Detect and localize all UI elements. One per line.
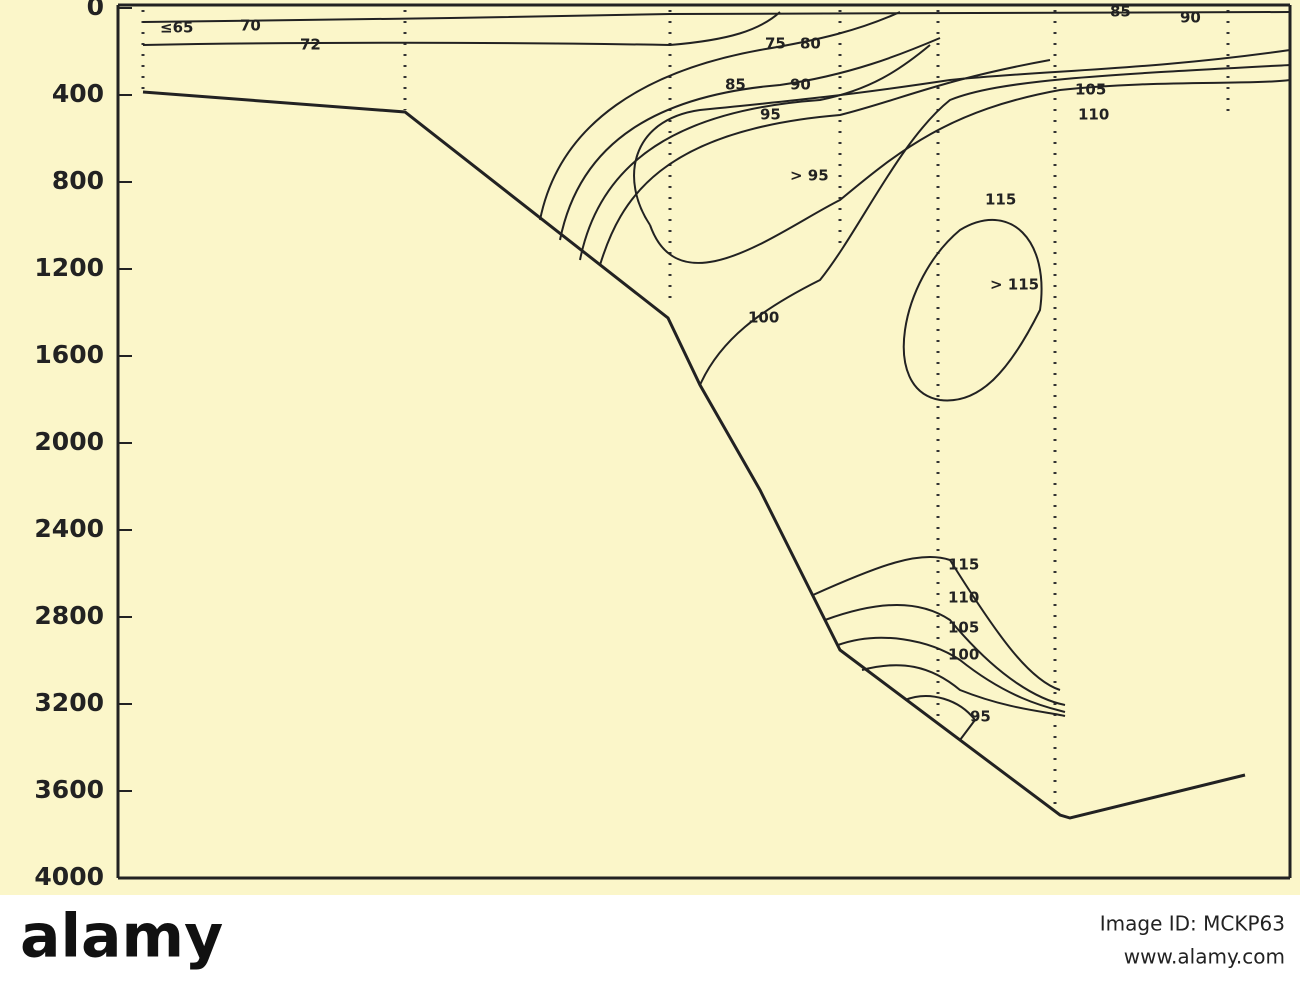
contour-label: 90 — [1180, 9, 1201, 27]
footer-bar — [0, 895, 1300, 985]
contour-label: 105 — [1075, 81, 1106, 99]
footer-image-id: Image ID: MCKP63 — [1100, 912, 1285, 936]
contour-label: 70 — [240, 17, 261, 35]
contour-label: 100 — [948, 646, 979, 664]
contour-label: 110 — [1078, 106, 1109, 124]
contour-label: > 115 — [990, 276, 1039, 294]
contour-label: 100 — [748, 309, 779, 327]
y-tick-label: 800 — [52, 166, 104, 195]
frame — [116, 3, 1292, 880]
contour-label: 110 — [948, 589, 979, 607]
y-tick-label: 3600 — [34, 775, 104, 804]
contour-label: 85 — [725, 76, 746, 94]
y-tick-label: 2000 — [34, 427, 104, 456]
contours — [142, 11, 1291, 741]
footer-url: www.alamy.com — [1124, 945, 1285, 969]
footer-logo: alamy — [20, 902, 223, 972]
contour-label: 115 — [985, 191, 1016, 209]
contour-label: 95 — [760, 106, 781, 124]
y-tick-label: 1600 — [34, 340, 104, 369]
contour-label: 72 — [300, 36, 321, 54]
contour-label: 80 — [800, 35, 821, 53]
y-tick-label: 4000 — [34, 862, 104, 891]
y-tick-label: 2800 — [34, 601, 104, 630]
contour-label: 90 — [790, 76, 811, 94]
contour-label: 115 — [948, 556, 979, 574]
contour-labels: ≤65 70 72 75 80 85 90 95 > 95 85 90 105 110 115 > 115 1… — [160, 3, 1201, 726]
contour-label: 95 — [970, 708, 991, 726]
contour-label: 105 — [948, 619, 979, 637]
y-axis: 0 400 800 1200 1600 2000 2400 2800 3200 3600 4000 — [34, 0, 132, 891]
contour-label: > 95 — [790, 167, 829, 185]
y-tick-label: 2400 — [34, 514, 104, 543]
y-tick-label: 1200 — [34, 253, 104, 282]
contour-label: 85 — [1110, 3, 1131, 21]
y-tick-label: 400 — [52, 79, 104, 108]
y-tick-label: 0 — [87, 0, 104, 21]
y-tick-label: 3200 — [34, 688, 104, 717]
contour-label: ≤65 — [160, 19, 193, 37]
sea-floor — [142, 90, 1246, 820]
stations — [141, 10, 1230, 810]
contour-label: 75 — [765, 35, 786, 53]
